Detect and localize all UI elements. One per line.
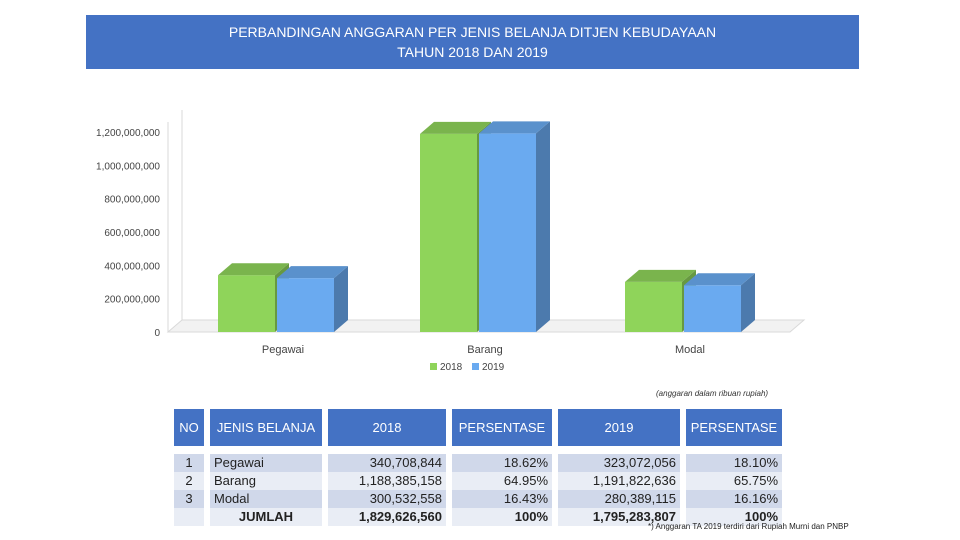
x-tick-label: Pegawai xyxy=(262,344,304,356)
row-2019: 323,072,056 xyxy=(558,454,686,472)
y-tick-label: 800,000,000 xyxy=(104,195,160,206)
bar-chart: 0 200,000,000 400,000,000 600,000,000 800,00… xyxy=(96,110,806,373)
header-2019: 2019 xyxy=(558,409,686,446)
table-header-row: NO JENIS BELANJA 2018 PERSENTASE 2019 PE… xyxy=(174,409,782,446)
header-no: NO xyxy=(174,409,210,446)
row-name: Modal xyxy=(210,490,328,508)
y-tick-label: 600,000,000 xyxy=(104,228,160,239)
row-pct-2019: 65.75% xyxy=(686,472,782,490)
table-total-row: JUMLAH 1,829,626,560 100% 1,795,283,807 … xyxy=(174,508,782,526)
y-tick-label: 1,200,000,000 xyxy=(96,128,160,139)
row-name: Barang xyxy=(210,472,328,490)
budget-table: NO JENIS BELANJA 2018 PERSENTASE 2019 PE… xyxy=(174,409,782,526)
row-2018: 300,532,558 xyxy=(328,490,452,508)
legend-swatch-2019 xyxy=(472,363,479,370)
y-tick-label: 1,000,000,000 xyxy=(96,161,160,172)
chart-title-banner: PERBANDINGAN ANGGARAN PER JENIS BELANJA … xyxy=(86,15,859,69)
table-row: 3 Modal 300,532,558 16.43% 280,389,115 1… xyxy=(174,490,782,508)
row-no: 3 xyxy=(174,490,210,508)
total-pct-2019: 100% xyxy=(686,508,782,526)
header-persentase-2018: PERSENTASE xyxy=(452,409,558,446)
total-2018: 1,829,626,560 xyxy=(328,508,452,526)
row-2018: 340,708,844 xyxy=(328,454,452,472)
row-name: Pegawai xyxy=(210,454,328,472)
row-pct-2019: 18.10% xyxy=(686,454,782,472)
row-pct-2018: 64.95% xyxy=(452,472,558,490)
x-tick-label: Modal xyxy=(675,344,705,356)
legend-swatch-2018 xyxy=(430,363,437,370)
legend-label-2019: 2019 xyxy=(482,362,505,373)
row-pct-2018: 18.62% xyxy=(452,454,558,472)
y-tick-label: 400,000,000 xyxy=(104,261,160,272)
total-2019: 1,795,283,807 xyxy=(558,508,686,526)
total-label: JUMLAH xyxy=(210,508,328,526)
bar-barang-2019 xyxy=(479,121,550,333)
row-2019: 1,191,822,636 xyxy=(558,472,686,490)
bar-pegawai-2019 xyxy=(277,266,348,332)
header-2018: 2018 xyxy=(328,409,452,446)
row-2018: 1,188,385,158 xyxy=(328,472,452,490)
row-no: 1 xyxy=(174,454,210,472)
row-pct-2018: 16.43% xyxy=(452,490,558,508)
legend-label-2018: 2018 xyxy=(440,362,463,373)
row-pct-2019: 16.16% xyxy=(686,490,782,508)
bar-modal-2019 xyxy=(684,273,755,332)
table-row: 1 Pegawai 340,708,844 18.62% 323,072,056… xyxy=(174,454,782,472)
y-tick-label: 0 xyxy=(154,328,160,339)
chart-title: PERBANDINGAN ANGGARAN PER JENIS BELANJA … xyxy=(228,24,717,40)
unit-note: (anggaran dalam ribuan rupiah) xyxy=(656,389,769,398)
x-tick-label: Barang xyxy=(467,344,502,356)
header-persentase-2019: PERSENTASE xyxy=(686,409,782,446)
total-pct-2018: 100% xyxy=(452,508,558,526)
y-tick-label: 200,000,000 xyxy=(104,295,160,306)
row-2019: 280,389,115 xyxy=(558,490,686,508)
row-no: 2 xyxy=(174,472,210,490)
chart-subtitle: TAHUN 2018 DAN 2019 xyxy=(397,44,548,60)
total-no xyxy=(174,508,210,526)
footnote: *) Anggaran TA 2019 terdiri dari Rupiah … xyxy=(648,522,849,531)
table-row: 2 Barang 1,188,385,158 64.95% 1,191,822,… xyxy=(174,472,782,490)
header-jenis-belanja: JENIS BELANJA xyxy=(210,409,328,446)
